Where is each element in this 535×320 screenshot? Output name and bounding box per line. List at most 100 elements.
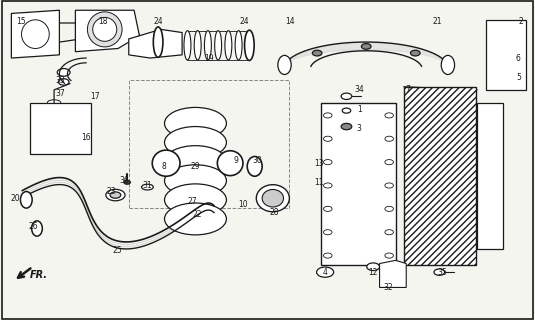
Circle shape — [312, 50, 322, 56]
Ellipse shape — [20, 192, 32, 208]
Ellipse shape — [165, 108, 226, 139]
Ellipse shape — [48, 100, 61, 106]
Circle shape — [385, 230, 393, 235]
Text: 4: 4 — [323, 268, 327, 277]
Text: 6: 6 — [516, 53, 521, 62]
Text: 22: 22 — [192, 210, 202, 219]
Circle shape — [58, 79, 69, 85]
Text: 26: 26 — [29, 222, 39, 231]
Polygon shape — [129, 29, 182, 58]
Text: 1: 1 — [357, 105, 362, 114]
Ellipse shape — [235, 31, 242, 60]
Circle shape — [317, 267, 334, 277]
Text: 14: 14 — [285, 17, 295, 26]
Text: 24: 24 — [239, 17, 249, 26]
Circle shape — [324, 206, 332, 212]
Ellipse shape — [215, 31, 221, 60]
Text: 19: 19 — [204, 53, 213, 62]
Bar — [403, 87, 476, 265]
Text: 29: 29 — [190, 162, 200, 171]
Circle shape — [324, 183, 332, 188]
Circle shape — [57, 68, 70, 76]
Ellipse shape — [152, 150, 180, 176]
Circle shape — [410, 50, 420, 56]
Text: 25: 25 — [112, 246, 122, 255]
Text: 28: 28 — [269, 208, 279, 217]
Ellipse shape — [217, 151, 243, 176]
Text: 23: 23 — [107, 188, 117, 196]
Ellipse shape — [165, 146, 226, 178]
Ellipse shape — [165, 126, 226, 158]
Text: 17: 17 — [90, 92, 100, 101]
Text: 10: 10 — [239, 200, 248, 209]
Ellipse shape — [246, 31, 253, 60]
Bar — [30, 103, 91, 154]
Circle shape — [434, 269, 445, 275]
Text: 15: 15 — [16, 17, 26, 26]
Circle shape — [385, 183, 393, 188]
Polygon shape — [75, 10, 140, 52]
Circle shape — [342, 108, 351, 113]
Text: 7: 7 — [405, 85, 410, 94]
Circle shape — [110, 192, 121, 198]
Circle shape — [324, 136, 332, 141]
Text: 16: 16 — [81, 133, 91, 142]
Ellipse shape — [194, 31, 201, 60]
Ellipse shape — [165, 203, 226, 235]
Text: FR.: FR. — [30, 270, 48, 280]
Ellipse shape — [441, 55, 455, 75]
Circle shape — [385, 113, 393, 118]
Text: 24: 24 — [154, 17, 163, 26]
Circle shape — [324, 230, 332, 235]
Polygon shape — [11, 10, 59, 58]
Text: 18: 18 — [98, 17, 108, 26]
Text: 2: 2 — [518, 17, 523, 26]
Text: 21: 21 — [432, 17, 442, 26]
Text: 32: 32 — [383, 283, 393, 292]
Circle shape — [189, 211, 204, 220]
Circle shape — [324, 160, 332, 165]
Ellipse shape — [165, 184, 226, 216]
Ellipse shape — [32, 221, 42, 236]
Bar — [321, 103, 395, 265]
Circle shape — [324, 253, 332, 258]
Ellipse shape — [154, 27, 163, 57]
Text: 12: 12 — [369, 268, 378, 277]
Text: 8: 8 — [161, 162, 166, 171]
Circle shape — [341, 123, 352, 130]
Ellipse shape — [93, 17, 117, 41]
Text: 5: 5 — [516, 73, 521, 82]
Circle shape — [341, 93, 352, 100]
Circle shape — [385, 206, 393, 212]
Text: 3: 3 — [357, 124, 362, 132]
Text: 33: 33 — [56, 76, 65, 85]
Text: 36: 36 — [120, 176, 129, 185]
Ellipse shape — [278, 55, 291, 75]
Circle shape — [124, 180, 131, 184]
Circle shape — [362, 44, 371, 49]
Ellipse shape — [262, 189, 284, 207]
Ellipse shape — [142, 184, 154, 190]
Ellipse shape — [225, 31, 232, 60]
Circle shape — [106, 189, 125, 201]
Text: 13: 13 — [314, 159, 324, 168]
Text: 27: 27 — [188, 197, 197, 206]
Circle shape — [385, 253, 393, 258]
Ellipse shape — [256, 185, 289, 212]
Ellipse shape — [244, 30, 254, 60]
Text: 35: 35 — [438, 268, 447, 277]
Text: 37: 37 — [56, 89, 65, 98]
Circle shape — [324, 113, 332, 118]
Ellipse shape — [184, 31, 191, 60]
Ellipse shape — [87, 12, 122, 47]
Polygon shape — [379, 260, 406, 287]
Circle shape — [385, 136, 393, 141]
Text: 9: 9 — [233, 156, 238, 164]
Text: 31: 31 — [143, 181, 152, 190]
Circle shape — [385, 160, 393, 165]
Circle shape — [367, 263, 379, 270]
Bar — [486, 20, 526, 90]
Bar — [477, 103, 503, 249]
Ellipse shape — [21, 20, 49, 49]
Text: 34: 34 — [354, 85, 364, 94]
